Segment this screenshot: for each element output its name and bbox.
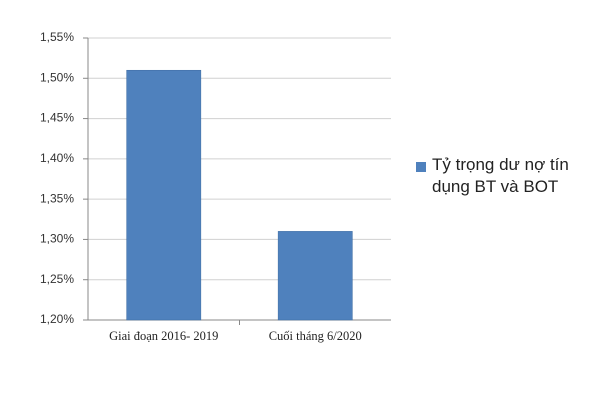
y-tick-label: 1,30% bbox=[40, 232, 74, 246]
y-tick-label: 1,45% bbox=[40, 111, 74, 125]
y-tick-label: 1,35% bbox=[40, 191, 74, 205]
legend-label: Tỷ trọng dư nợ tín dụng BT và BOT bbox=[432, 155, 569, 196]
legend-key bbox=[416, 162, 426, 172]
x-tick-label: Cuối tháng 6/2020 bbox=[269, 329, 362, 343]
x-tick-label: Giai đoạn 2016- 2019 bbox=[109, 329, 218, 343]
y-tick-label: 1,55% bbox=[40, 30, 74, 44]
bar bbox=[126, 69, 202, 321]
y-tick-label: 1,50% bbox=[40, 70, 74, 84]
y-tick-label: 1,20% bbox=[40, 312, 74, 326]
y-tick-label: 1,40% bbox=[40, 151, 74, 165]
bar bbox=[277, 231, 353, 321]
y-tick-label: 1,25% bbox=[40, 272, 74, 286]
